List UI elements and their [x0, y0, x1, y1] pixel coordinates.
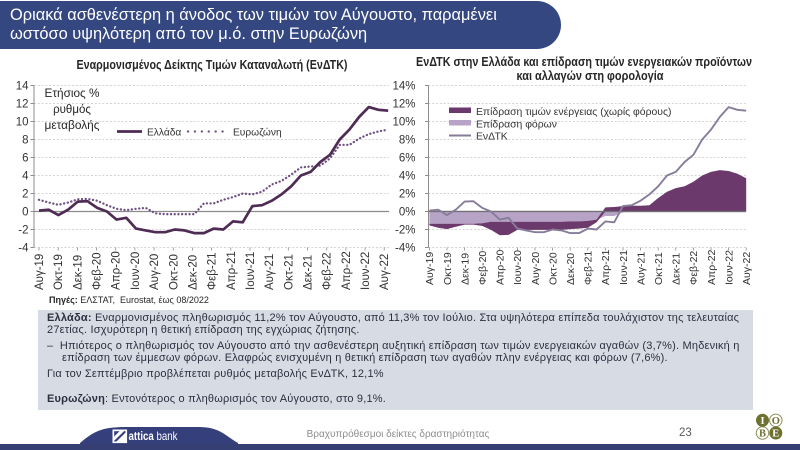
svg-text:Αυγ-19: Αυγ-19 — [424, 252, 436, 285]
svg-text:Απρ-20: Απρ-20 — [111, 251, 123, 290]
svg-text:I: I — [760, 416, 764, 427]
svg-text:12%: 12% — [392, 99, 415, 111]
svg-text:4: 4 — [22, 171, 29, 183]
svg-text:Αυγ-21: Αυγ-21 — [635, 252, 647, 285]
svg-text:Ελλάδα: Ελλάδα — [147, 127, 181, 139]
svg-text:-2%: -2% — [395, 225, 415, 237]
svg-text:2: 2 — [22, 189, 28, 201]
svg-text:Αυγ-20: Αυγ-20 — [530, 252, 542, 285]
svg-text:ΕνΔΤΚ: ΕνΔΤΚ — [476, 132, 508, 143]
svg-text:Δεκ-19: Δεκ-19 — [459, 253, 471, 285]
svg-text:6: 6 — [22, 153, 28, 165]
svg-text:Φεβ-20: Φεβ-20 — [92, 252, 104, 290]
svg-text:Απρ-22: Απρ-22 — [341, 251, 353, 290]
svg-text:B: B — [759, 429, 766, 440]
svg-text:Απρ-20: Απρ-20 — [495, 249, 507, 285]
svg-text:Επίδραση τιμών ενέργειας (χωρί: Επίδραση τιμών ενέργειας (χωρίς φόρους) — [476, 106, 671, 118]
svg-text:Ιουν-20: Ιουν-20 — [512, 250, 524, 285]
svg-text:Ετήσιος %: Ετήσιος % — [45, 88, 100, 100]
svg-text:Φεβ-21: Φεβ-21 — [207, 252, 219, 290]
svg-text:10%: 10% — [392, 117, 415, 129]
svg-text:Φεβ-22: Φεβ-22 — [688, 251, 700, 285]
svg-text:Αυγ-22: Αυγ-22 — [741, 252, 753, 285]
svg-text:Δεκ-21: Δεκ-21 — [303, 255, 315, 290]
svg-text:O: O — [772, 416, 780, 427]
svg-text:Ιουν-22: Ιουν-22 — [360, 252, 372, 290]
svg-text:Αυγ-20: Αυγ-20 — [149, 254, 161, 290]
svg-text:Οκτ-21: Οκτ-21 — [653, 252, 665, 285]
svg-text:0: 0 — [22, 207, 28, 219]
svg-text:Δεκ-19: Δεκ-19 — [72, 255, 84, 290]
svg-text:Οκτ-19: Οκτ-19 — [53, 254, 65, 290]
svg-text:Αυγ-21: Αυγ-21 — [264, 254, 276, 290]
svg-text:ΕνΔΤΚ στην Ελλάδα και επίδραση: ΕνΔΤΚ στην Ελλάδα και επίδραση τιμών ενε… — [416, 54, 752, 69]
svg-text:Φεβ-20: Φεβ-20 — [477, 251, 489, 285]
svg-text:8: 8 — [22, 135, 28, 147]
svg-text:Φεβ-22: Φεβ-22 — [322, 252, 334, 290]
svg-text:Οκτ-19: Οκτ-19 — [442, 252, 454, 285]
svg-text:12: 12 — [16, 99, 29, 111]
svg-text:Απρ-21: Απρ-21 — [226, 251, 238, 290]
svg-text:Δεκ-21: Δεκ-21 — [671, 253, 683, 285]
svg-text:E: E — [772, 429, 779, 440]
svg-text:0%: 0% — [399, 207, 416, 219]
svg-text:10: 10 — [16, 117, 29, 129]
svg-text:14%: 14% — [392, 81, 415, 93]
svg-text:-4%: -4% — [395, 243, 415, 255]
svg-text:Αυγ-19: Αυγ-19 — [34, 254, 46, 290]
svg-text:Δεκ-20: Δεκ-20 — [187, 255, 199, 290]
svg-text:Εναρμονισμένος Δείκτης Τιμών Κ: Εναρμονισμένος Δείκτης Τιμών Καταναλωτή … — [77, 57, 348, 72]
svg-text:Οκτ-20: Οκτ-20 — [168, 254, 180, 290]
svg-text:Ιουν-20: Ιουν-20 — [130, 252, 142, 290]
svg-text:Ιουν-21: Ιουν-21 — [618, 250, 630, 285]
svg-text:Οκτ-21: Οκτ-21 — [283, 254, 295, 290]
svg-text:Δεκ-20: Δεκ-20 — [565, 253, 577, 285]
svg-text:-4: -4 — [18, 243, 29, 255]
svg-text:-2: -2 — [18, 225, 28, 237]
svg-text:Απρ-22: Απρ-22 — [706, 249, 718, 285]
svg-text:6%: 6% — [399, 153, 416, 165]
svg-text:και αλλαγών στη φορολογία: και αλλαγών στη φορολογία — [517, 68, 664, 83]
svg-text:Φεβ-21: Φεβ-21 — [583, 251, 595, 285]
svg-text:4%: 4% — [399, 171, 416, 183]
svg-text:Αυγ-22: Αυγ-22 — [379, 254, 391, 290]
svg-text:ρυθμός: ρυθμός — [53, 104, 91, 116]
svg-text:2%: 2% — [399, 189, 416, 201]
svg-text:Οκτ-20: Οκτ-20 — [547, 252, 559, 285]
svg-text:attica bank: attica bank — [129, 430, 178, 443]
svg-text:μεταβολής: μεταβολής — [45, 120, 100, 132]
svg-text:Ιουν-21: Ιουν-21 — [245, 252, 257, 290]
svg-text:Επίδραση φόρων: Επίδραση φόρων — [476, 119, 557, 131]
svg-text:8%: 8% — [399, 135, 416, 147]
svg-text:Ιουν-22: Ιουν-22 — [723, 250, 735, 285]
svg-text:Ευρωζώνη: Ευρωζώνη — [233, 127, 282, 139]
svg-text:Απρ-21: Απρ-21 — [600, 249, 612, 285]
svg-text:14: 14 — [16, 81, 29, 93]
